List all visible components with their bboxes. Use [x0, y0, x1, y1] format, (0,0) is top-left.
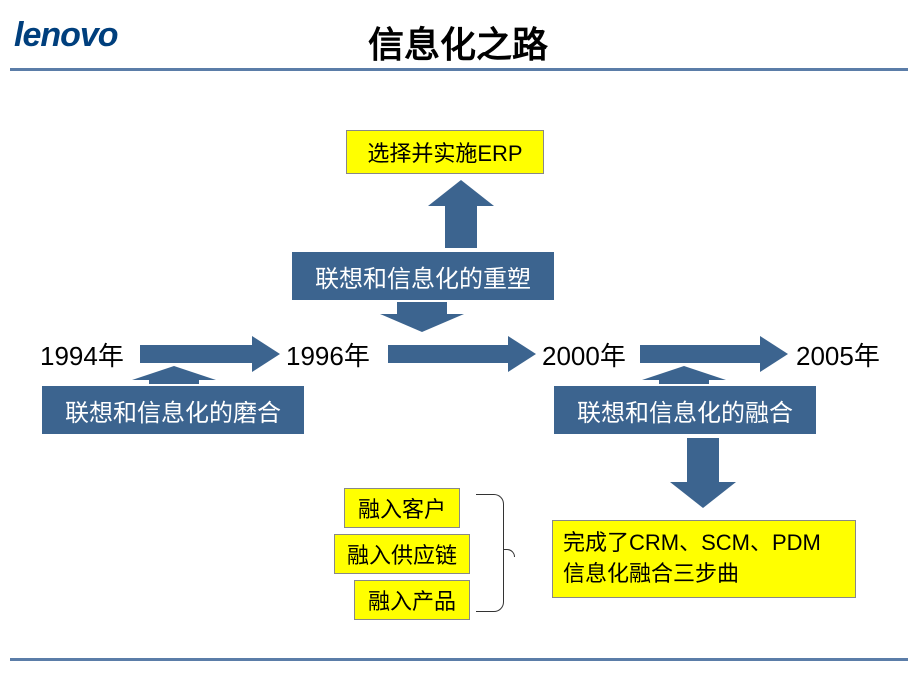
arrow-up-erp: [428, 180, 494, 248]
box-merge-label: 联想和信息化的融合: [577, 393, 793, 428]
box-erp-label: 选择并实施ERP: [367, 136, 522, 168]
box-grind: 联想和信息化的磨合: [42, 386, 304, 434]
year-2005: 2005年: [796, 336, 880, 373]
year-2000: 2000年: [542, 336, 626, 373]
box-result-line2: 信息化融合三步曲: [563, 559, 739, 590]
arrow-down-result: [670, 438, 736, 508]
box-supplychain-label: 融入供应链: [347, 538, 457, 570]
box-result: 完成了CRM、SCM、PDM 信息化融合三步曲: [552, 520, 856, 598]
year-1994: 1994年: [40, 336, 124, 373]
timeline-arrow-2: [388, 336, 536, 372]
box-reshape-label: 联想和信息化的重塑: [315, 259, 531, 294]
page-title: 信息化之路: [368, 16, 548, 68]
arrow-down-1996: [380, 302, 464, 332]
box-reshape: 联想和信息化的重塑: [292, 252, 554, 300]
brace-icon: [476, 494, 504, 612]
arrow-up-1994: [132, 366, 216, 384]
brace-tip: [503, 549, 515, 557]
box-erp: 选择并实施ERP: [346, 130, 544, 174]
box-merge: 联想和信息化的融合: [554, 386, 816, 434]
box-result-line1: 完成了CRM、SCM、PDM: [563, 528, 821, 559]
box-product: 融入产品: [354, 580, 470, 620]
divider-bottom: [10, 658, 908, 661]
box-customer: 融入客户: [344, 488, 460, 528]
box-supplychain: 融入供应链: [334, 534, 470, 574]
divider-top: [10, 68, 908, 71]
box-product-label: 融入产品: [368, 584, 456, 616]
year-1996: 1996年: [286, 336, 370, 373]
logo: lenovo: [14, 16, 118, 55]
arrow-up-2000: [642, 366, 726, 384]
box-customer-label: 融入客户: [358, 492, 446, 524]
box-grind-label: 联想和信息化的磨合: [65, 393, 281, 428]
